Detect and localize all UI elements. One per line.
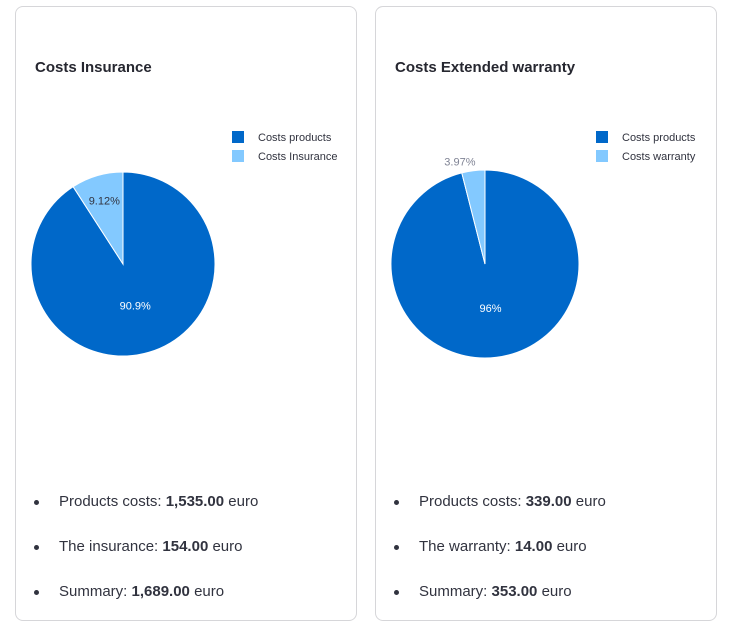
legend-label-1[interactable]: Costs warranty xyxy=(622,151,696,163)
stat-item-warranty: The warranty: 14.00 euro xyxy=(376,536,606,581)
bullet-icon xyxy=(394,590,399,595)
slice-label-1: 9.12% xyxy=(89,196,120,208)
stat-item-summary: Summary: 353.00 euro xyxy=(376,581,606,626)
bullet-icon xyxy=(394,545,399,550)
stat-unit: euro xyxy=(541,583,572,600)
legend-swatch-0[interactable] xyxy=(232,131,244,143)
stat-unit: euro xyxy=(575,493,606,510)
stat-value: 1,535.00 xyxy=(165,493,225,510)
insurance-stats-list: Products costs: 1,535.00 euro The insura… xyxy=(16,491,258,626)
warranty-card: Costs Extended warranty 96% Costs product… xyxy=(375,6,717,621)
stat-label: Summary: xyxy=(59,583,128,600)
stat-value: 1,689.00 xyxy=(131,583,190,600)
stat-value: 339.00 xyxy=(525,493,572,510)
stat-value: 154.00 xyxy=(162,538,209,555)
stat-item-products: Products costs: 1,535.00 euro xyxy=(16,491,258,536)
stat-unit: euro xyxy=(194,583,225,600)
stat-label: The warranty: xyxy=(419,538,511,555)
stat-value: 14.00 xyxy=(514,538,553,555)
legend-label-0[interactable]: Costs products xyxy=(258,132,332,144)
pie-slice-1[interactable] xyxy=(461,169,486,265)
bullet-icon xyxy=(34,590,39,595)
stat-unit: euro xyxy=(212,538,243,555)
stat-label: Summary: xyxy=(419,583,488,600)
warranty-stats-list: Products costs: 339.00 euro The warranty… xyxy=(376,491,606,626)
legend-label-1[interactable]: Costs Insurance xyxy=(258,151,337,163)
stat-value: 353.00 xyxy=(491,583,538,600)
stat-label: Products costs: xyxy=(419,493,522,510)
stat-item-summary: Summary: 1,689.00 euro xyxy=(16,581,258,626)
insurance-pie-chart: 90.9% Costs products 9.12% Costs Insurance xyxy=(30,131,337,357)
slice-label-1: 3.97% xyxy=(444,157,475,169)
stat-item-insurance: The insurance: 154.00 euro xyxy=(16,536,258,581)
stat-label: The insurance: xyxy=(59,538,159,555)
warranty-pie-chart: 96% Costs products 3.97% Costs warranty xyxy=(390,131,696,359)
legend-label-0[interactable]: Costs products xyxy=(622,132,696,144)
pie-slice-1[interactable] xyxy=(72,171,124,266)
bullet-icon xyxy=(34,500,39,505)
card-title: Costs Extended warranty xyxy=(395,59,576,76)
legend-swatch-0[interactable] xyxy=(596,131,608,143)
stat-unit: euro xyxy=(228,493,259,510)
stat-label: Products costs: xyxy=(59,493,162,510)
bullet-icon xyxy=(34,545,39,550)
insurance-card: Costs Insurance 90.9% Costs products 9.12%… xyxy=(15,6,357,621)
slice-label-0: 96% xyxy=(479,303,501,315)
legend-swatch-1[interactable] xyxy=(232,150,244,162)
card-title: Costs Insurance xyxy=(35,59,152,76)
slice-label-0: 90.9% xyxy=(120,301,151,313)
bullet-icon xyxy=(394,500,399,505)
legend-swatch-1[interactable] xyxy=(596,150,608,162)
stat-item-products: Products costs: 339.00 euro xyxy=(376,491,606,536)
stat-unit: euro xyxy=(556,538,587,555)
